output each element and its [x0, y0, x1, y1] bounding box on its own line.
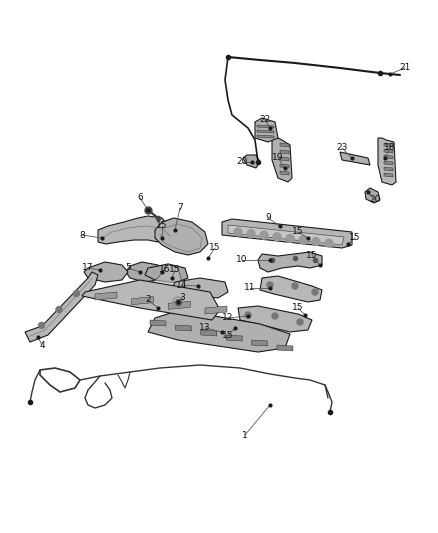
Text: 5: 5: [125, 263, 131, 272]
Polygon shape: [340, 152, 370, 165]
Text: 15: 15: [292, 303, 304, 312]
Polygon shape: [150, 320, 166, 326]
Text: 1: 1: [242, 431, 248, 440]
Circle shape: [297, 319, 303, 325]
Text: 6: 6: [137, 193, 143, 203]
Text: 15: 15: [306, 251, 318, 260]
Polygon shape: [238, 306, 312, 332]
Polygon shape: [257, 130, 274, 133]
Text: 9: 9: [265, 214, 271, 222]
Polygon shape: [126, 262, 162, 282]
Circle shape: [312, 289, 318, 295]
Polygon shape: [148, 310, 290, 352]
Text: 8: 8: [79, 230, 85, 239]
Polygon shape: [257, 125, 274, 128]
Polygon shape: [384, 167, 393, 171]
Circle shape: [272, 313, 278, 319]
Text: 15: 15: [169, 265, 181, 274]
Polygon shape: [257, 135, 274, 138]
Circle shape: [325, 239, 333, 247]
Text: 23: 23: [336, 143, 348, 152]
Circle shape: [234, 228, 242, 236]
Text: 19: 19: [272, 154, 284, 163]
Circle shape: [247, 230, 255, 238]
Text: 22: 22: [259, 116, 271, 125]
Polygon shape: [277, 345, 293, 351]
Polygon shape: [251, 340, 268, 346]
Text: 7: 7: [177, 204, 183, 213]
Polygon shape: [98, 216, 170, 244]
Polygon shape: [132, 297, 154, 305]
Polygon shape: [205, 306, 227, 314]
Text: 13: 13: [199, 324, 211, 333]
Polygon shape: [82, 280, 220, 320]
Polygon shape: [168, 301, 191, 309]
Circle shape: [286, 235, 294, 243]
Polygon shape: [175, 325, 191, 331]
Circle shape: [39, 322, 45, 328]
Text: 15: 15: [292, 228, 304, 237]
Polygon shape: [258, 252, 322, 272]
Circle shape: [299, 236, 307, 244]
Polygon shape: [280, 150, 289, 154]
Polygon shape: [226, 335, 242, 341]
Polygon shape: [384, 161, 393, 165]
Text: 16: 16: [159, 265, 171, 274]
Text: 15: 15: [222, 332, 234, 341]
Text: 15: 15: [156, 222, 168, 230]
Text: 3: 3: [179, 294, 185, 303]
Polygon shape: [25, 272, 98, 342]
Text: 18: 18: [384, 143, 396, 152]
Polygon shape: [145, 264, 188, 283]
Text: 11: 11: [244, 284, 256, 293]
Text: 4: 4: [39, 341, 45, 350]
Text: 14: 14: [177, 280, 188, 289]
Polygon shape: [365, 188, 380, 203]
Polygon shape: [84, 262, 128, 282]
Text: 20: 20: [237, 157, 247, 166]
Polygon shape: [384, 143, 393, 147]
Circle shape: [56, 306, 62, 312]
Circle shape: [260, 231, 268, 239]
Polygon shape: [172, 278, 228, 298]
Polygon shape: [201, 330, 217, 336]
Polygon shape: [255, 118, 278, 142]
Polygon shape: [384, 155, 393, 159]
Polygon shape: [280, 171, 289, 175]
Circle shape: [273, 233, 281, 241]
Text: 15: 15: [349, 233, 361, 243]
Polygon shape: [378, 138, 396, 185]
Polygon shape: [384, 149, 393, 153]
Text: 21: 21: [399, 63, 411, 72]
Text: 17: 17: [82, 263, 94, 272]
Polygon shape: [260, 276, 322, 302]
Polygon shape: [280, 164, 289, 168]
Text: 12: 12: [223, 313, 234, 322]
Circle shape: [267, 282, 273, 288]
Polygon shape: [243, 155, 260, 168]
Polygon shape: [280, 157, 289, 161]
Circle shape: [74, 290, 79, 296]
Polygon shape: [222, 219, 352, 248]
Polygon shape: [280, 143, 289, 147]
Text: 20: 20: [369, 196, 381, 205]
Polygon shape: [152, 264, 182, 288]
Text: 2: 2: [145, 295, 151, 304]
Text: 10: 10: [236, 255, 248, 264]
Text: 15: 15: [209, 244, 221, 253]
Circle shape: [312, 238, 320, 246]
Circle shape: [292, 283, 298, 289]
Circle shape: [245, 312, 251, 318]
Polygon shape: [95, 292, 117, 300]
Polygon shape: [272, 138, 292, 182]
Polygon shape: [384, 173, 393, 177]
Polygon shape: [228, 225, 344, 245]
Polygon shape: [155, 218, 208, 255]
